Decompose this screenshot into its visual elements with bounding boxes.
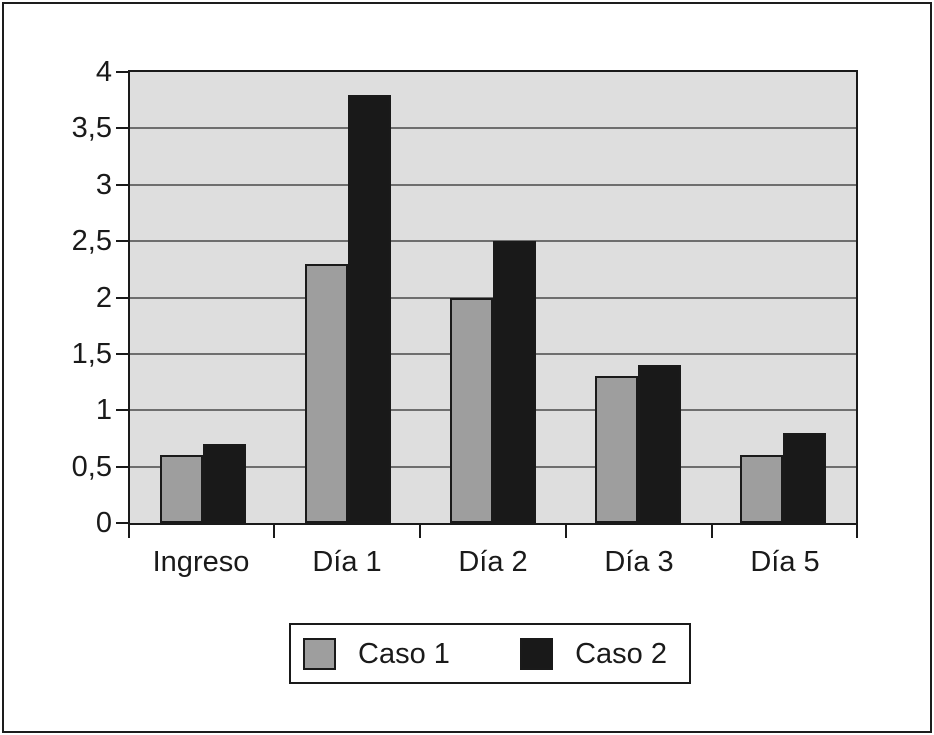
y-axis-label-3: 3 bbox=[95, 168, 112, 201]
bar-caso-1-dia-1 bbox=[304, 263, 348, 523]
legend-entry-caso-2: Caso 2 bbox=[520, 637, 667, 670]
x-tick-0 bbox=[128, 525, 130, 538]
bar-caso-1-ingreso bbox=[159, 455, 203, 523]
bar-caso-2-dia-1 bbox=[347, 94, 391, 523]
legend-entry-caso-1: Caso 1 bbox=[303, 637, 450, 670]
x-tick-2 bbox=[419, 525, 421, 538]
x-axis-label-dia-3: Día 3 bbox=[604, 546, 674, 578]
bar-caso-2-dia-3 bbox=[638, 365, 682, 523]
x-tick-4 bbox=[711, 525, 713, 538]
legend-label-caso-2: Caso 2 bbox=[575, 637, 667, 670]
y-axis-label-1: 1 bbox=[95, 394, 112, 427]
x-axis-label-dia-5: Día 5 bbox=[750, 546, 820, 578]
legend: Caso 1 Caso 2 bbox=[289, 623, 691, 684]
bar-caso-1-dia-5 bbox=[740, 455, 784, 523]
gridline-3 bbox=[130, 183, 856, 186]
x-axis-label-dia-2: Día 2 bbox=[458, 546, 528, 578]
gridline-3-5 bbox=[130, 127, 856, 130]
x-axis: Ingreso Día 1 Día 2 Día 3 Día 5 bbox=[128, 525, 858, 595]
y-tick-1 bbox=[116, 409, 128, 412]
y-axis: 4 3,5 3 2,5 2 1,5 1 0,5 0 bbox=[0, 57, 128, 538]
x-axis-label-dia-1: Día 1 bbox=[312, 546, 382, 578]
bar-caso-1-dia-2 bbox=[450, 297, 493, 523]
x-tick-5 bbox=[856, 525, 858, 538]
x-axis-label-ingreso: Ingreso bbox=[152, 546, 250, 578]
y-tick-3-5 bbox=[116, 127, 128, 130]
y-tick-2-5 bbox=[116, 240, 128, 243]
y-axis-label-0-5: 0,5 bbox=[71, 450, 112, 483]
x-tick-1 bbox=[273, 525, 275, 538]
y-tick-3 bbox=[116, 183, 128, 186]
caso-2-swatch-icon bbox=[520, 637, 554, 670]
bar-caso-2-dia-5 bbox=[783, 432, 827, 523]
y-axis-label-2-5: 2,5 bbox=[71, 225, 112, 258]
plot-area bbox=[128, 70, 858, 525]
y-axis-label-4: 4 bbox=[95, 56, 112, 88]
y-axis-label-1-5: 1,5 bbox=[71, 337, 112, 370]
bar-caso-1-dia-3 bbox=[595, 376, 639, 523]
bar-caso-2-ingreso bbox=[202, 444, 246, 523]
y-tick-0-5 bbox=[116, 465, 128, 468]
y-axis-label-0: 0 bbox=[95, 507, 112, 539]
y-axis-label-2: 2 bbox=[95, 281, 112, 314]
y-tick-4 bbox=[116, 71, 128, 73]
x-tick-3 bbox=[565, 525, 567, 538]
legend-label-caso-1: Caso 1 bbox=[358, 637, 450, 670]
y-tick-2 bbox=[116, 296, 128, 299]
y-axis-label-3-5: 3,5 bbox=[71, 112, 112, 145]
bar-caso-2-dia-2 bbox=[493, 241, 536, 523]
caso-1-swatch-icon bbox=[303, 637, 336, 670]
y-tick-1-5 bbox=[116, 352, 128, 355]
y-tick-0 bbox=[116, 522, 128, 524]
